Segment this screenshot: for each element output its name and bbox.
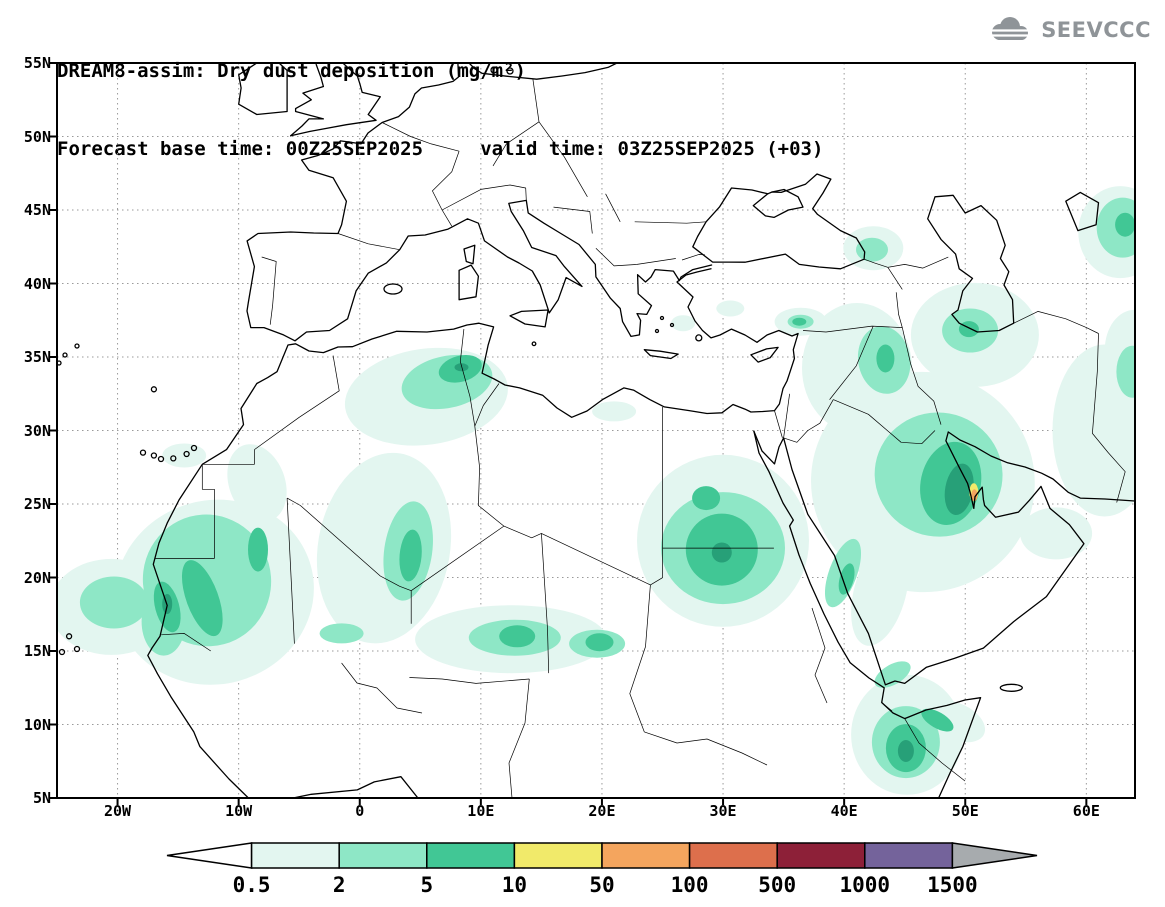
colorbar-label: 50: [589, 873, 615, 897]
plot-titles: DREAM8-assim: Dry dust deposition (mg/m²…: [57, 6, 823, 188]
seevccc-logo: SEEVCCC: [986, 16, 1151, 44]
colorbar-label: 0.5: [232, 873, 271, 897]
lat-label: 20N: [23, 568, 51, 587]
lat-label: 5N: [32, 789, 51, 807]
coastlines: [57, 63, 1135, 798]
colorbar-label: 1500: [927, 873, 978, 897]
logo-text: SEEVCCC: [1041, 18, 1151, 42]
axis-ticks: [50, 62, 1088, 805]
lat-label: 50N: [23, 127, 51, 146]
colorbar-segment: [338, 842, 428, 869]
country-borders: [155, 79, 1126, 798]
colorbar-label: 1000: [839, 873, 891, 897]
map-svg: [50, 62, 1136, 805]
lat-label: 15N: [23, 642, 51, 660]
colorbar-segment: [250, 842, 340, 869]
plot-subtitle: Forecast base time: 00Z25SEP2025 valid t…: [57, 138, 824, 160]
colorbar-segment: [601, 842, 691, 869]
colorbar-segment: [776, 842, 866, 869]
lat-label: 45N: [23, 201, 51, 219]
lat-label: 55N: [23, 54, 51, 72]
colorbar-segment: [864, 842, 954, 869]
colorbar-label: 100: [670, 873, 709, 897]
colorbar-svg: [166, 842, 1038, 869]
cloud-icon: [991, 17, 1030, 40]
colorbar-segment: [426, 842, 516, 869]
colorbar: 0.5 2 5 10 50 100 500 1000 1500: [164, 842, 1040, 902]
dust-shading: [57, 186, 1135, 795]
lat-label: 25N: [23, 495, 51, 513]
plot-title: DREAM8-assim: Dry dust deposition (mg/m²…: [57, 60, 526, 82]
colorbar-segment: [513, 842, 603, 869]
colorbar-label: 500: [758, 873, 797, 897]
lat-label: 35N: [23, 348, 51, 366]
lat-label: 40N: [23, 274, 51, 293]
colorbar-label: 2: [332, 873, 346, 897]
colorbar-label: 10: [501, 873, 528, 897]
colorbar-segment: [688, 842, 778, 869]
map-frame: [56, 62, 1136, 799]
colorbar-label: 5: [420, 873, 434, 897]
lat-label: 10N: [23, 715, 51, 734]
lat-label: 30N: [23, 421, 51, 440]
